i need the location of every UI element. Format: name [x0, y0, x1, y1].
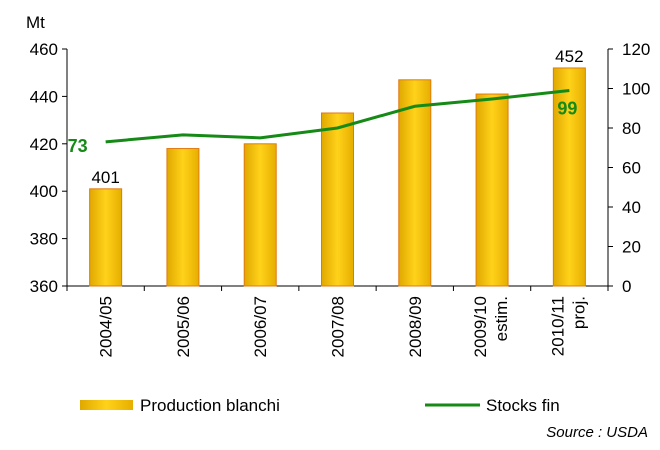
x-tick-label: 2006/07: [251, 296, 270, 357]
bar-value-label: 401: [91, 168, 119, 187]
x-tick-label: 2010/11: [548, 296, 567, 356]
bar: [552, 67, 586, 287]
bar: [89, 188, 123, 287]
line-value-label: 99: [557, 98, 577, 118]
y2-tick-label: 100: [622, 80, 650, 99]
line: [105, 88, 570, 144]
x-tick-note: estim.: [492, 296, 511, 341]
y2-tick-label: 40: [622, 198, 641, 217]
bar: [321, 112, 354, 287]
bar-value-label: 452: [555, 47, 583, 66]
x-tick-label: 2008/09: [406, 296, 425, 357]
legend-label: Stocks fin: [486, 396, 560, 415]
x-tick-label: 2009/10: [471, 296, 490, 357]
y-tick-label: 360: [30, 277, 58, 296]
y2-tick-label: 80: [622, 119, 641, 138]
y-tick-label: 380: [30, 230, 58, 249]
x-tick-label: 2007/08: [329, 296, 348, 357]
bar: [166, 148, 200, 287]
source: Source : USDA: [546, 424, 648, 441]
y2-tick-label: 0: [622, 277, 631, 296]
legend-swatch: [80, 400, 133, 410]
x-tick-note: proj.: [569, 296, 588, 329]
y-unit: Mt: [26, 13, 45, 32]
bar: [398, 79, 432, 287]
y-tick-label: 460: [30, 40, 58, 59]
y-tick-label: 400: [30, 182, 58, 201]
y-tick-label: 440: [30, 87, 58, 106]
x-tick-label: 2005/06: [174, 296, 193, 357]
y2-tick-label: 120: [622, 40, 650, 59]
bar: [243, 143, 277, 287]
x-tick-label: 2004/05: [97, 296, 116, 357]
line-value-label: 73: [68, 136, 88, 156]
y2-tick-label: 20: [622, 238, 641, 257]
y-tick-label: 420: [30, 135, 58, 154]
y2-tick-label: 60: [622, 159, 641, 178]
legend-label: Production blanchi: [140, 396, 280, 415]
bar: [475, 93, 509, 287]
